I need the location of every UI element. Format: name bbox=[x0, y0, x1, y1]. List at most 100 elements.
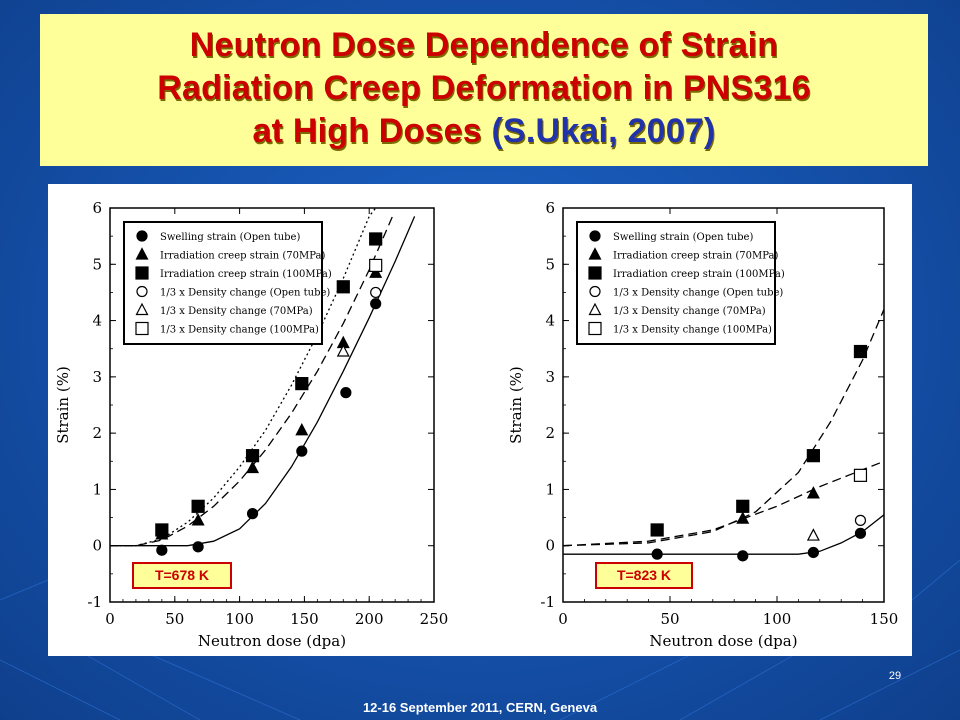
y-axis-label: Strain (%) bbox=[54, 366, 72, 444]
data-point-circle-filled bbox=[296, 445, 308, 457]
legend-entry: 1/3 x Density change (Open tube) bbox=[160, 288, 330, 299]
title-citation: (S.Ukai, 2007) bbox=[491, 112, 716, 150]
y-tick-label: 5 bbox=[92, 255, 102, 273]
y-tick-label: 0 bbox=[92, 537, 102, 555]
y-tick-label: 2 bbox=[545, 424, 555, 442]
data-point-square-filled bbox=[806, 449, 820, 463]
data-point-circle-filled bbox=[651, 548, 663, 560]
y-tick-label: 5 bbox=[545, 255, 555, 273]
x-tick-label: 250 bbox=[420, 610, 449, 628]
y-tick-label: 3 bbox=[92, 368, 102, 386]
legend-marker-square-filled bbox=[588, 266, 602, 280]
legend-entry: Irradiation creep strain (100MPa) bbox=[160, 269, 332, 280]
data-point-triangle-filled bbox=[806, 486, 820, 499]
legend-marker-circle-filled bbox=[136, 230, 148, 242]
x-tick-label: 100 bbox=[225, 610, 254, 628]
data-point-triangle-filled bbox=[246, 460, 260, 474]
data-point-circle-filled bbox=[807, 546, 819, 559]
fit-curve-solid bbox=[563, 514, 884, 555]
data-point-circle-open bbox=[854, 514, 867, 526]
y-tick-label: 3 bbox=[545, 368, 555, 386]
legend-marker-circle-open bbox=[589, 285, 601, 298]
legend-marker-square-filled bbox=[135, 266, 149, 280]
data-point-circle-filled bbox=[156, 544, 168, 556]
legend-entry: 1/3 x Density change (70MPa) bbox=[613, 306, 766, 317]
data-point-square-filled bbox=[155, 523, 169, 537]
data-point-square-filled bbox=[191, 499, 205, 513]
legend-entry: 1/3 x Density change (100MPa) bbox=[613, 325, 772, 336]
y-tick-label: -1 bbox=[87, 593, 102, 611]
data-point-circle-filled bbox=[737, 550, 749, 562]
legend-entry: Swelling strain (Open tube) bbox=[160, 232, 300, 243]
x-tick-label: 100 bbox=[763, 610, 792, 628]
legend-entry: 1/3 x Density change (70MPa) bbox=[160, 306, 313, 317]
y-tick-label: 4 bbox=[92, 312, 102, 330]
temperature-label-left: T=678 K bbox=[132, 562, 232, 589]
legend-marker-triangle-open bbox=[135, 302, 149, 316]
data-point-triangle-filled bbox=[191, 513, 205, 526]
data-point-triangle-open bbox=[336, 344, 350, 357]
y-axis-label: Strain (%) bbox=[507, 366, 525, 444]
footer-text: 12-16 September 2011, CERN, Geneva bbox=[362, 700, 598, 715]
y-tick-label: 2 bbox=[92, 424, 102, 442]
page-number: 29 bbox=[888, 670, 902, 682]
data-point-square-filled bbox=[245, 449, 260, 463]
data-point-square-filled bbox=[853, 344, 868, 359]
x-tick-label: 0 bbox=[558, 610, 568, 628]
slide-title: Neutron Dose Dependence of Strain Radiat… bbox=[40, 14, 928, 166]
data-point-square-filled bbox=[736, 499, 750, 513]
data-point-square-open bbox=[853, 468, 868, 482]
temperature-label-right: T=823 K bbox=[595, 562, 693, 589]
legend-marker-triangle-filled bbox=[588, 247, 602, 260]
y-tick-label: -1 bbox=[540, 593, 555, 611]
legend-entry: 1/3 x Density change (100MPa) bbox=[160, 325, 319, 336]
data-point-triangle-open bbox=[806, 528, 820, 541]
data-point-circle-filled bbox=[340, 387, 352, 399]
title-line-3-main: at High Doses bbox=[252, 112, 482, 150]
legend-entry: 1/3 x Density change (Open tube) bbox=[613, 288, 783, 299]
data-point-circle-filled bbox=[854, 527, 867, 539]
legend-entry: Irradiation creep strain (70MPa) bbox=[160, 251, 326, 262]
title-line-3: at High Doses (S.Ukai, 2007) bbox=[40, 110, 928, 153]
figure-panel: 0 50 100 150 200 250 -1 0 1 2 3 4 5 6 Neutron dose (dp… bbox=[48, 184, 912, 656]
legend-marker-square-open bbox=[135, 321, 149, 336]
y-tick-label: 6 bbox=[545, 199, 555, 217]
data-point-square-filled bbox=[295, 377, 309, 391]
data-point-circle-open bbox=[370, 286, 382, 299]
legend-marker-triangle-filled bbox=[135, 247, 149, 260]
legend-marker-square-open bbox=[588, 321, 602, 336]
title-line-1: Neutron Dose Dependence of Strain bbox=[189, 26, 779, 64]
data-point-square-open bbox=[369, 258, 383, 273]
data-point-square-filled bbox=[336, 280, 350, 294]
data-point-circle-filled bbox=[246, 508, 259, 520]
legend-entry: Irradiation creep strain (70MPa) bbox=[613, 251, 779, 262]
data-point-circle-filled bbox=[370, 298, 382, 310]
x-tick-label: 150 bbox=[290, 610, 319, 628]
y-tick-label: 0 bbox=[545, 537, 555, 555]
y-tick-label: 6 bbox=[92, 199, 102, 217]
legend-entry: Irradiation creep strain (100MPa) bbox=[613, 269, 785, 280]
x-tick-label: 50 bbox=[660, 610, 679, 628]
legend-box bbox=[576, 221, 776, 345]
data-point-square-filled bbox=[650, 523, 664, 537]
x-axis-label: Neutron dose (dpa) bbox=[198, 632, 346, 650]
y-tick-label: 4 bbox=[545, 312, 555, 330]
data-point-square-filled bbox=[369, 232, 383, 246]
y-tick-label: 1 bbox=[92, 480, 102, 498]
data-point-circle-filled bbox=[192, 541, 204, 553]
x-tick-label: 150 bbox=[870, 610, 899, 628]
x-tick-label: 200 bbox=[355, 610, 384, 628]
x-axis-label: Neutron dose (dpa) bbox=[649, 632, 797, 650]
legend-marker-triangle-open bbox=[588, 302, 602, 316]
fit-curve-dashed bbox=[563, 460, 884, 547]
data-point-triangle-filled bbox=[295, 423, 309, 436]
legend-box bbox=[123, 221, 323, 345]
legend-marker-circle-filled bbox=[589, 230, 601, 242]
legend-entry: Swelling strain (Open tube) bbox=[613, 232, 753, 243]
y-tick-label: 1 bbox=[545, 480, 555, 498]
fit-curve-dashed bbox=[563, 309, 884, 547]
x-tick-label: 50 bbox=[165, 610, 184, 628]
